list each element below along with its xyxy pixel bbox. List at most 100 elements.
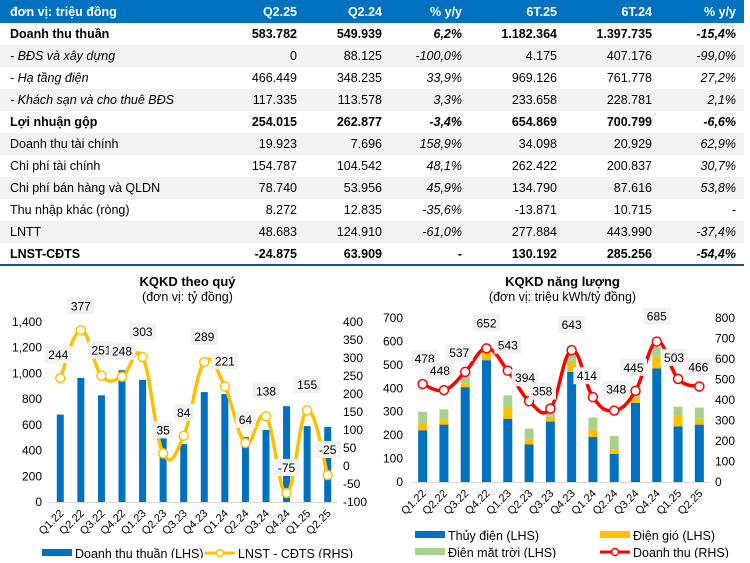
y-left-tick-label: 200	[383, 428, 403, 442]
table-cell: 154.787	[251, 159, 297, 173]
table-cell: 466.449	[251, 71, 297, 85]
data-label-bg	[684, 358, 712, 376]
legend-label: Thủy điện (LHS)	[448, 529, 539, 543]
table-cell: 124.910	[305, 221, 390, 243]
table-cell: 761.778	[606, 71, 652, 85]
table-cell: 700.799	[606, 115, 652, 129]
data-label-bg	[293, 376, 321, 394]
table-row: Thu nhập khác (ròng) 8.272 12.835 -35,6% -13…	[0, 199, 744, 221]
line-point	[178, 430, 189, 442]
table-row: - Khách sạn và cho thuê BĐS 117.335 113.57…	[0, 89, 744, 111]
bar-điện	[673, 406, 683, 416]
y-right-tick-label: -100	[343, 495, 367, 509]
y-left-tick-label: 800	[22, 392, 42, 406]
row-label: Thu nhập khác (ròng)	[10, 203, 130, 217]
data-label-bg	[314, 441, 342, 458]
bar-doanh	[97, 395, 105, 502]
data-label: 303	[133, 325, 153, 339]
data-label-bg	[602, 380, 630, 398]
row-label: Doanh thu thuần	[10, 27, 110, 41]
table-cell: 0	[215, 45, 305, 67]
line-point	[651, 336, 663, 347]
table-cell: -6,6%	[703, 115, 736, 129]
y-right-tick-label: 300	[715, 414, 735, 428]
data-label: 503	[664, 351, 684, 365]
table-cell: -54,4%	[660, 243, 744, 266]
data-label-bg	[108, 342, 136, 360]
data-label: 445	[623, 361, 643, 375]
data-label: 84	[177, 406, 191, 420]
table-cell: 1.182.364	[501, 27, 557, 41]
table-cell: 53,8%	[660, 177, 744, 199]
bar-điện	[631, 398, 640, 403]
table-cell: 443.990	[565, 221, 660, 243]
legend-swatch	[415, 531, 445, 538]
bar-doanh	[324, 426, 332, 502]
table-cell: 254.015	[251, 115, 297, 129]
row-label: - Khách sạn và cho thuê BĐS	[0, 89, 215, 111]
bar-thủy	[439, 424, 449, 482]
x-tick-label: Q2.25	[676, 488, 706, 518]
table-cell: -37,4%	[660, 221, 744, 243]
bar-doanh	[303, 426, 311, 502]
data-label-bg	[511, 369, 539, 387]
table-cell: -24.875	[215, 243, 305, 266]
table-cell: 2,1%	[660, 89, 744, 111]
y-left-tick-label: 100	[383, 452, 403, 466]
y-left-tick-label: 1,200	[12, 341, 42, 355]
line-point	[502, 365, 514, 376]
y-left-tick-label: 200	[22, 469, 42, 483]
data-label-bg	[44, 346, 72, 364]
row-label: LNST-CĐTS	[0, 243, 215, 266]
data-label-bg	[620, 358, 647, 376]
y-left-tick-label: 1,000	[12, 366, 42, 380]
bar-thủy	[545, 421, 555, 482]
chart-subtitle: (đơn vị: triệu kWh/tỷ đồng)	[488, 290, 637, 304]
line-point	[219, 381, 231, 392]
legend-label: Điện gió (LHS)	[633, 529, 715, 543]
chart-title: KQKD theo quý	[139, 274, 236, 289]
bar-điện	[567, 354, 577, 363]
table-cell: 4.175	[470, 45, 565, 67]
y-right-tick-label: 500	[715, 373, 735, 387]
y-left-tick-label: 700	[383, 311, 403, 325]
y-right-tick-label: 0	[343, 459, 350, 473]
bar-điện	[694, 418, 704, 425]
table-cell: 63.909	[305, 243, 390, 266]
row-label: - BĐS và xây dựng	[0, 45, 215, 67]
table-cell: 285.256	[565, 243, 660, 266]
bar-điện	[503, 407, 513, 419]
chart-quarterly-results: KQKD theo quý (đơn vị: tỷ đồng) 0 200 400 6…	[0, 270, 375, 561]
line-point	[438, 384, 450, 396]
line-point	[417, 378, 428, 390]
table-cell: 27,2%	[700, 71, 736, 85]
line-point	[459, 366, 471, 378]
header-col: 6T.24	[565, 0, 660, 23]
bar-thủy	[503, 418, 513, 482]
y-left-tick-label: 0	[35, 495, 42, 509]
bar-điện	[503, 395, 513, 408]
y-right-tick-label: 400	[343, 315, 363, 329]
bar-điện	[673, 415, 683, 427]
bar-điện	[652, 347, 662, 357]
table-cell: -100,0%	[390, 45, 470, 67]
chart-subtitle: (đơn vị: tỷ đồng)	[142, 290, 233, 304]
bar-doanh	[118, 370, 126, 502]
table-cell: 88.125	[305, 45, 390, 67]
y-left-tick-label: 400	[383, 381, 403, 395]
y-right-tick-label: 350	[343, 333, 363, 347]
bar-doanh	[221, 394, 229, 502]
data-label: 643	[562, 318, 582, 332]
table-row: Doanh thu tài chính 19.923 7.696 158,9% 34.0…	[0, 133, 744, 155]
table-cell: -99,0%	[660, 45, 744, 67]
table-row: - Hạ tầng điện 466.449 348.235 33,9% 969.126…	[0, 67, 744, 89]
y-right-tick-label: 200	[343, 387, 363, 401]
table-cell: -13.871	[514, 203, 557, 217]
y-left-tick-label: 600	[383, 334, 403, 348]
y-left-tick-label: 0	[396, 475, 403, 489]
line-point	[608, 405, 620, 416]
data-label: 652	[476, 316, 496, 330]
bar-điện	[460, 373, 470, 384]
line-point	[260, 411, 272, 422]
data-label: 251	[91, 344, 111, 358]
